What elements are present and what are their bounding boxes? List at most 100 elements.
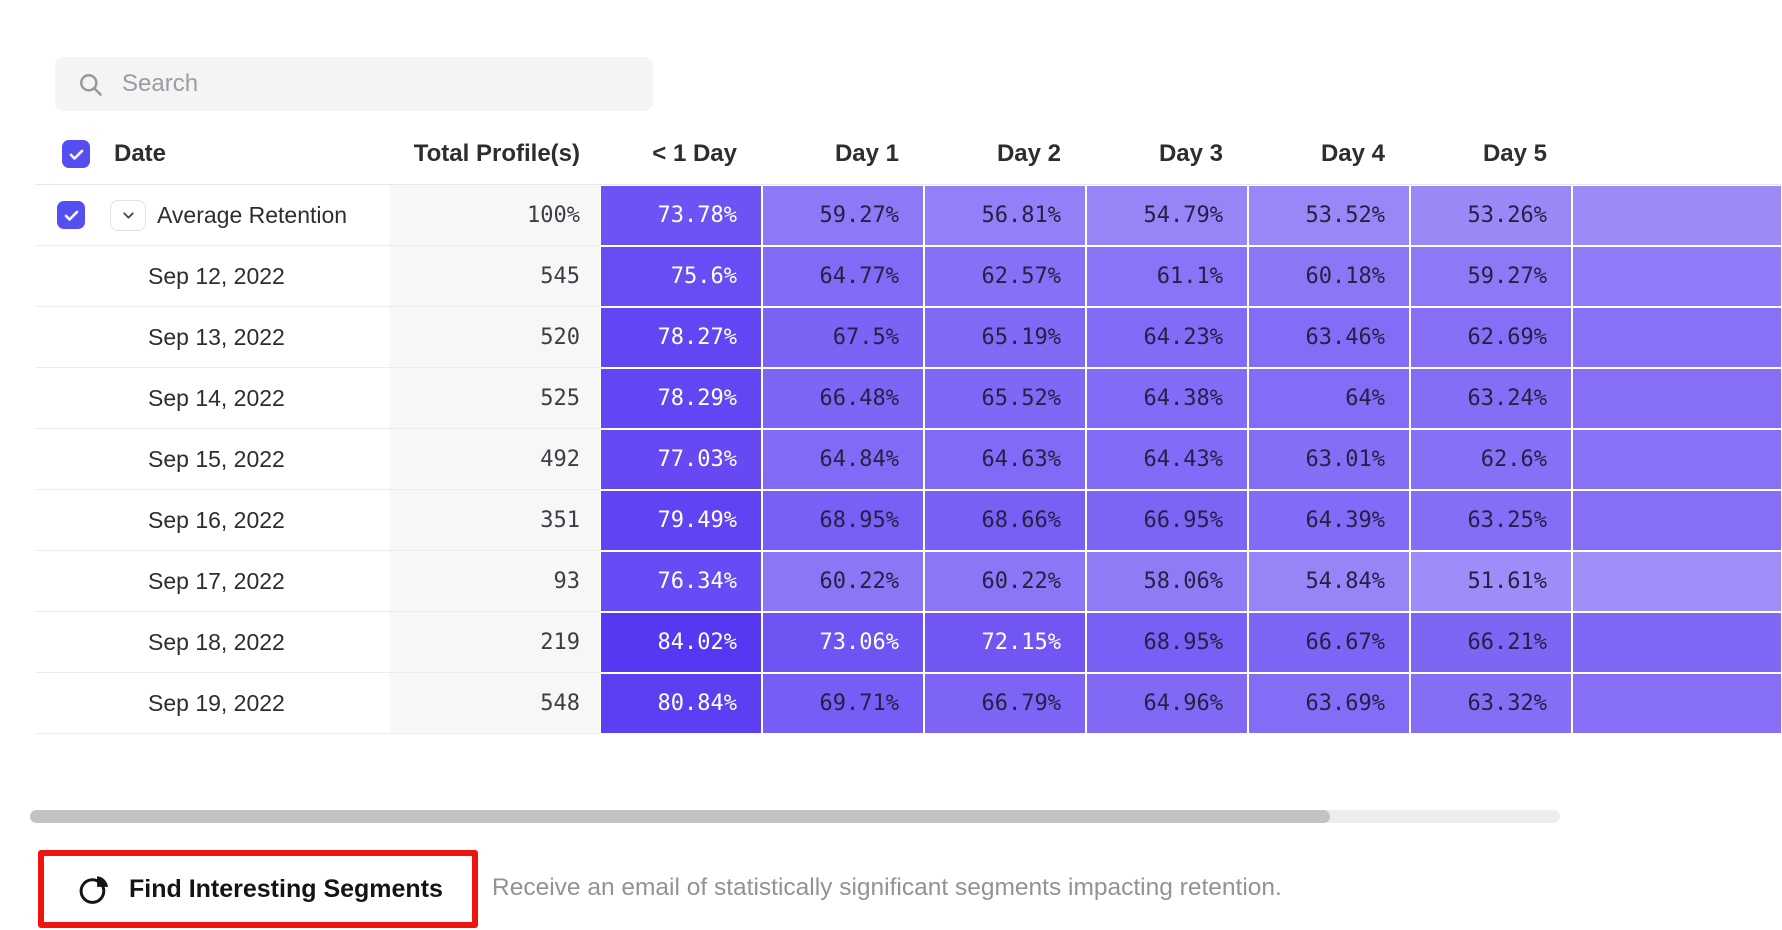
row-label-cell: Sep 12, 2022	[35, 246, 390, 307]
retention-cell[interactable]: 65.52%	[925, 369, 1085, 428]
expand-chevron-button[interactable]	[110, 199, 146, 231]
retention-cell[interactable]: 78.27%	[601, 308, 761, 367]
retention-cell[interactable]: 63.32%	[1411, 674, 1571, 733]
retention-cell[interactable]: 64%	[1249, 369, 1409, 428]
search-bar[interactable]	[55, 57, 653, 111]
row-label-cell: Sep 18, 2022	[35, 612, 390, 673]
retention-cell[interactable]: 51.61%	[1411, 552, 1571, 611]
retention-cell[interactable]: 60.22%	[763, 552, 923, 611]
retention-cell[interactable]: 53.52%	[1249, 186, 1409, 245]
average-retention-row: Average Retention 100% 73.78% 59.27% 56.81% 5…	[35, 185, 1782, 246]
horizontal-scrollbar-track[interactable]	[30, 810, 1560, 823]
retention-cell[interactable]: 66.79%	[925, 674, 1085, 733]
select-all-checkbox[interactable]	[62, 140, 90, 168]
retention-cell[interactable]: 79.49%	[601, 491, 761, 550]
retention-cell[interactable]: 64.39%	[1249, 491, 1409, 550]
retention-cell[interactable]: 61.1%	[1087, 247, 1247, 306]
retention-cell[interactable]: 64.84%	[763, 430, 923, 489]
retention-cell[interactable]: 54.84%	[1249, 552, 1409, 611]
retention-cell[interactable]: 53.26%	[1411, 186, 1571, 245]
table-body: Average Retention 100% 73.78% 59.27% 56.81% 5…	[35, 185, 1782, 734]
table-row: Sep 19, 2022 548 80.84% 69.71% 66.79% 64.96% 6…	[35, 673, 1782, 734]
table-row: Sep 17, 2022 93 76.34% 60.22% 60.22% 58.06% 54…	[35, 551, 1782, 612]
retention-cell[interactable]: 72.15%	[925, 613, 1085, 672]
retention-cell[interactable]: 63.25%	[1411, 491, 1571, 550]
retention-cell[interactable]: 64.23%	[1087, 308, 1247, 367]
row-label: Sep 18, 2022	[148, 628, 285, 655]
row-label-cell: Average Retention	[35, 185, 390, 246]
retention-cell-cutoff[interactable]	[1573, 491, 1781, 550]
date-header-cell: Date	[35, 140, 390, 168]
retention-cell[interactable]: 64.77%	[763, 247, 923, 306]
retention-cell[interactable]: 73.78%	[601, 186, 761, 245]
total-profiles-cell: 100%	[390, 185, 600, 246]
retention-cell[interactable]: 68.95%	[1087, 613, 1247, 672]
retention-cell-cutoff[interactable]	[1573, 186, 1781, 245]
total-profiles-cell: 545	[390, 246, 600, 307]
retention-cell[interactable]: 73.06%	[763, 613, 923, 672]
retention-cell-cutoff[interactable]	[1573, 430, 1781, 489]
retention-cell[interactable]: 64.38%	[1087, 369, 1247, 428]
row-label: Sep 13, 2022	[148, 323, 285, 350]
retention-cell[interactable]: 76.34%	[601, 552, 761, 611]
retention-cell[interactable]: 62.6%	[1411, 430, 1571, 489]
retention-cell[interactable]: 84.02%	[601, 613, 761, 672]
row-checkbox[interactable]	[57, 201, 85, 229]
retention-cell[interactable]: 63.69%	[1249, 674, 1409, 733]
retention-cell[interactable]: 60.18%	[1249, 247, 1409, 306]
retention-cell-cutoff[interactable]	[1573, 674, 1781, 733]
column-header-day-2: Day 2	[996, 140, 1061, 167]
row-label: Sep 19, 2022	[148, 689, 285, 716]
retention-cell[interactable]: 62.57%	[925, 247, 1085, 306]
horizontal-scrollbar-thumb[interactable]	[30, 810, 1330, 823]
retention-cell[interactable]: 59.27%	[763, 186, 923, 245]
retention-cell[interactable]: 58.06%	[1087, 552, 1247, 611]
row-label-cell: Sep 15, 2022	[35, 429, 390, 490]
retention-cell[interactable]: 63.24%	[1411, 369, 1571, 428]
retention-cell[interactable]: 77.03%	[601, 430, 761, 489]
retention-cell-cutoff[interactable]	[1573, 247, 1781, 306]
row-label: Sep 17, 2022	[148, 567, 285, 594]
retention-table: Date Total Profile(s) < 1 Day Day 1 Day 2 D…	[35, 124, 1782, 734]
retention-cell[interactable]: 59.27%	[1411, 247, 1571, 306]
retention-cell[interactable]: 63.46%	[1249, 308, 1409, 367]
retention-cell[interactable]: 65.19%	[925, 308, 1085, 367]
retention-cell[interactable]: 66.48%	[763, 369, 923, 428]
retention-cell[interactable]: 67.5%	[763, 308, 923, 367]
table-row: Sep 14, 2022 525 78.29% 66.48% 65.52% 64.38% 6…	[35, 368, 1782, 429]
retention-cell[interactable]: 56.81%	[925, 186, 1085, 245]
row-label-cell: Sep 19, 2022	[35, 673, 390, 734]
table-row: Sep 13, 2022 520 78.27% 67.5% 65.19% 64.23% 63…	[35, 307, 1782, 368]
retention-cell[interactable]: 80.84%	[601, 674, 761, 733]
retention-cell[interactable]: 64.96%	[1087, 674, 1247, 733]
column-header-date: Date	[114, 140, 167, 167]
retention-cell[interactable]: 66.95%	[1087, 491, 1247, 550]
retention-cell[interactable]: 75.6%	[601, 247, 761, 306]
retention-cell[interactable]: 60.22%	[925, 552, 1085, 611]
retention-cell[interactable]: 66.21%	[1411, 613, 1571, 672]
row-label-cell: Sep 16, 2022	[35, 490, 390, 551]
row-label: Average Retention	[157, 201, 348, 228]
retention-cell[interactable]: 68.95%	[763, 491, 923, 550]
retention-cell-cutoff[interactable]	[1573, 552, 1781, 611]
retention-cell[interactable]: 66.67%	[1249, 613, 1409, 672]
total-profiles-cell: 492	[390, 429, 600, 490]
retention-cell-cutoff[interactable]	[1573, 369, 1781, 428]
search-input[interactable]	[120, 69, 631, 99]
retention-cell[interactable]: 64.43%	[1087, 430, 1247, 489]
retention-cell[interactable]: 63.01%	[1249, 430, 1409, 489]
find-interesting-segments-button[interactable]: Find Interesting Segments	[44, 873, 443, 906]
retention-cell[interactable]: 62.69%	[1411, 308, 1571, 367]
total-profiles-cell: 520	[390, 307, 600, 368]
retention-cell[interactable]: 64.63%	[925, 430, 1085, 489]
retention-cell[interactable]: 69.71%	[763, 674, 923, 733]
retention-cell-cutoff[interactable]	[1573, 613, 1781, 672]
total-profiles-cell: 525	[390, 368, 600, 429]
retention-cell[interactable]: 78.29%	[601, 369, 761, 428]
column-header-day-1: Day 1	[834, 140, 899, 167]
row-label: Sep 12, 2022	[148, 262, 285, 289]
retention-cell[interactable]: 54.79%	[1087, 186, 1247, 245]
row-label-cell: Sep 14, 2022	[35, 368, 390, 429]
retention-cell[interactable]: 68.66%	[925, 491, 1085, 550]
retention-cell-cutoff[interactable]	[1573, 308, 1781, 367]
